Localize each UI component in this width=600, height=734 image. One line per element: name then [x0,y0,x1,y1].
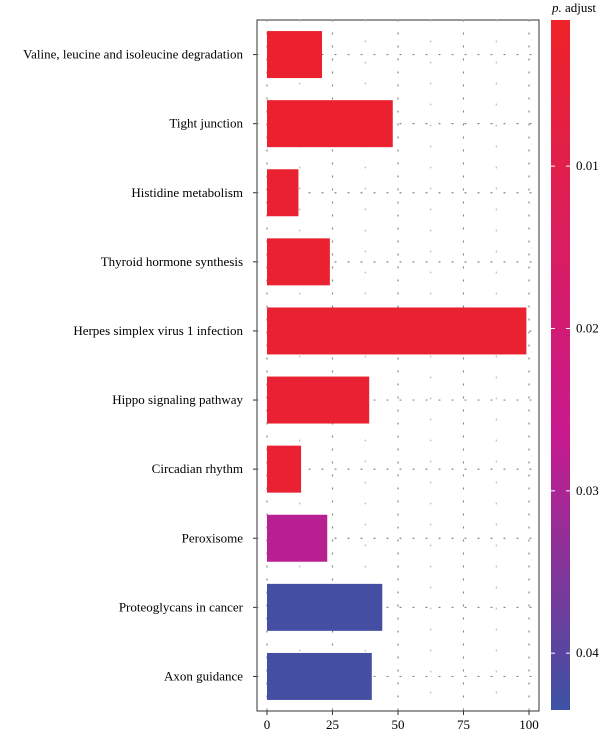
x-tick-label: 0 [264,717,271,732]
category-label: Peroxisome [182,530,244,545]
legend-tick-label: 0.02 [576,320,599,335]
bar [267,238,330,286]
bar [267,307,527,355]
bar [267,583,383,631]
bar [267,169,299,217]
category-label: Circadian rhythm [152,461,243,476]
x-tick-label: 75 [457,717,470,732]
category-label: Tight junction [169,116,243,131]
legend: p. adjust 0.01 0.02 0.03 0.04 [551,0,599,710]
legend-title-rest: adjust [562,0,597,15]
legend-title: p. adjust [551,0,596,15]
category-labels: Valine, leucine and isoleucine degradati… [23,47,257,683]
legend-tick-label: 0.04 [576,645,599,660]
category-label: Hippo signaling pathway [112,392,243,407]
category-label: Thyroid hormone synthesis [101,254,243,269]
x-tick-label: 50 [392,717,405,732]
category-label: Herpes simplex virus 1 infection [73,323,243,338]
category-label: Axon guidance [164,668,243,683]
bar [267,376,370,424]
colorbar [551,20,570,710]
legend-ticks: 0.01 0.02 0.03 0.04 [551,158,599,660]
bars [267,31,527,700]
bar [267,652,372,700]
bar [267,31,323,79]
bar [267,445,302,493]
x-tick-label: 25 [326,717,339,732]
x-axis: 0 25 50 75 100 [264,711,539,732]
legend-title-italic: p. [551,0,562,15]
category-label: Valine, leucine and isoleucine degradati… [23,47,243,62]
bar [267,514,328,562]
legend-tick-label: 0.01 [576,158,599,173]
bar [267,100,393,148]
category-label: Histidine metabolism [131,185,243,200]
category-label: Proteoglycans in cancer [119,599,244,614]
legend-tick-label: 0.03 [576,483,599,498]
x-tick-label: 100 [519,717,539,732]
